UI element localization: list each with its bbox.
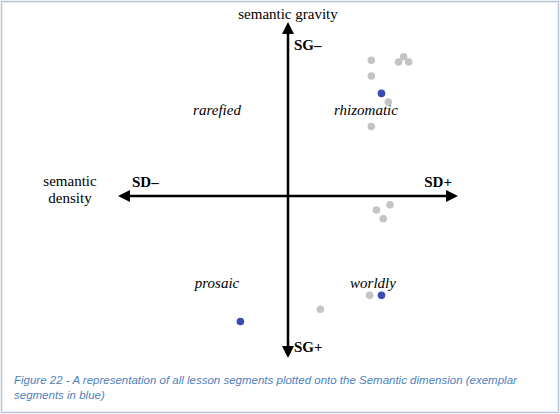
point [395, 58, 403, 66]
pole-label: SD+ [424, 174, 452, 190]
point [368, 72, 376, 80]
point [317, 305, 325, 313]
pole-label: SG– [294, 37, 322, 53]
quadrant-label: prosaic [194, 275, 240, 291]
x-axis-label-line: semantic [43, 173, 97, 189]
arrowhead [118, 190, 130, 202]
caption-line: Figure 22 - A representation of all less… [14, 374, 518, 386]
y-axis-label: semantic gravity [238, 6, 338, 22]
point [373, 206, 381, 214]
y-axis [287, 30, 290, 350]
caption-line: segments in blue) [14, 389, 105, 401]
figure: semantic gravity semanticdensity SD– SD+ SG–… [0, 0, 560, 414]
arrowhead [282, 22, 294, 34]
pole-label: SD– [132, 174, 159, 190]
frame [2, 2, 559, 413]
point [386, 201, 394, 209]
caption: Figure 22 - A representation of all less… [14, 374, 518, 401]
quadrant-label: rarefied [193, 102, 241, 118]
quadrant-label: worldly [350, 275, 396, 291]
point [366, 292, 374, 300]
pole-label: SG+ [294, 339, 323, 355]
point [368, 123, 376, 131]
point [368, 57, 376, 65]
axes [118, 22, 458, 358]
arrowhead [282, 346, 294, 358]
point [378, 90, 386, 98]
point [385, 98, 393, 106]
point [405, 58, 413, 66]
x-axis-label: semanticdensity [43, 173, 97, 206]
point [378, 292, 386, 300]
chart: semantic gravity semanticdensity SD– SD+ SG–… [0, 0, 560, 414]
x-axis-label-line: density [48, 190, 92, 206]
points [237, 53, 413, 325]
arrowhead [446, 190, 458, 202]
point [237, 318, 245, 326]
point [379, 215, 387, 223]
